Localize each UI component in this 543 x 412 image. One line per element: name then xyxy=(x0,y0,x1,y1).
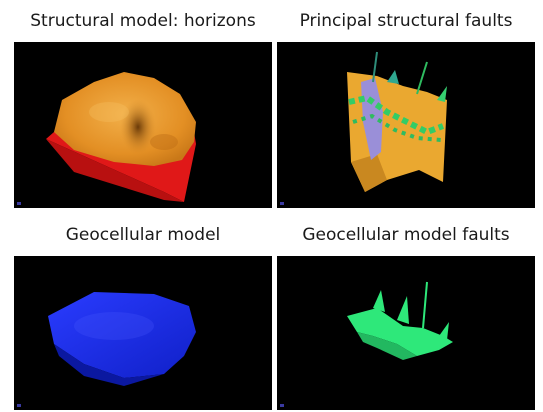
caption-geocellular-faults: Geocellular model faults xyxy=(302,225,510,245)
horizon-surface-3d-icon xyxy=(46,72,196,202)
view-marker-icon xyxy=(280,202,284,205)
view-marker-icon xyxy=(17,404,21,407)
view-marker-icon xyxy=(17,202,21,205)
geocellular-fault-3d-icon xyxy=(347,281,453,360)
caption-principal-faults: Principal structural faults xyxy=(299,11,513,31)
fault-planes-3d-icon xyxy=(347,51,447,192)
caption-structural-horizons: Structural model: horizons xyxy=(30,11,256,31)
structural-horizons-view xyxy=(14,42,272,208)
geocellular-model-view xyxy=(14,256,272,410)
geocellular-volume-3d-icon xyxy=(48,292,196,386)
view-marker-icon xyxy=(280,404,284,407)
principal-faults-view xyxy=(277,42,535,208)
geocellular-faults-view xyxy=(277,256,535,410)
caption-geocellular-model: Geocellular model xyxy=(65,225,221,245)
